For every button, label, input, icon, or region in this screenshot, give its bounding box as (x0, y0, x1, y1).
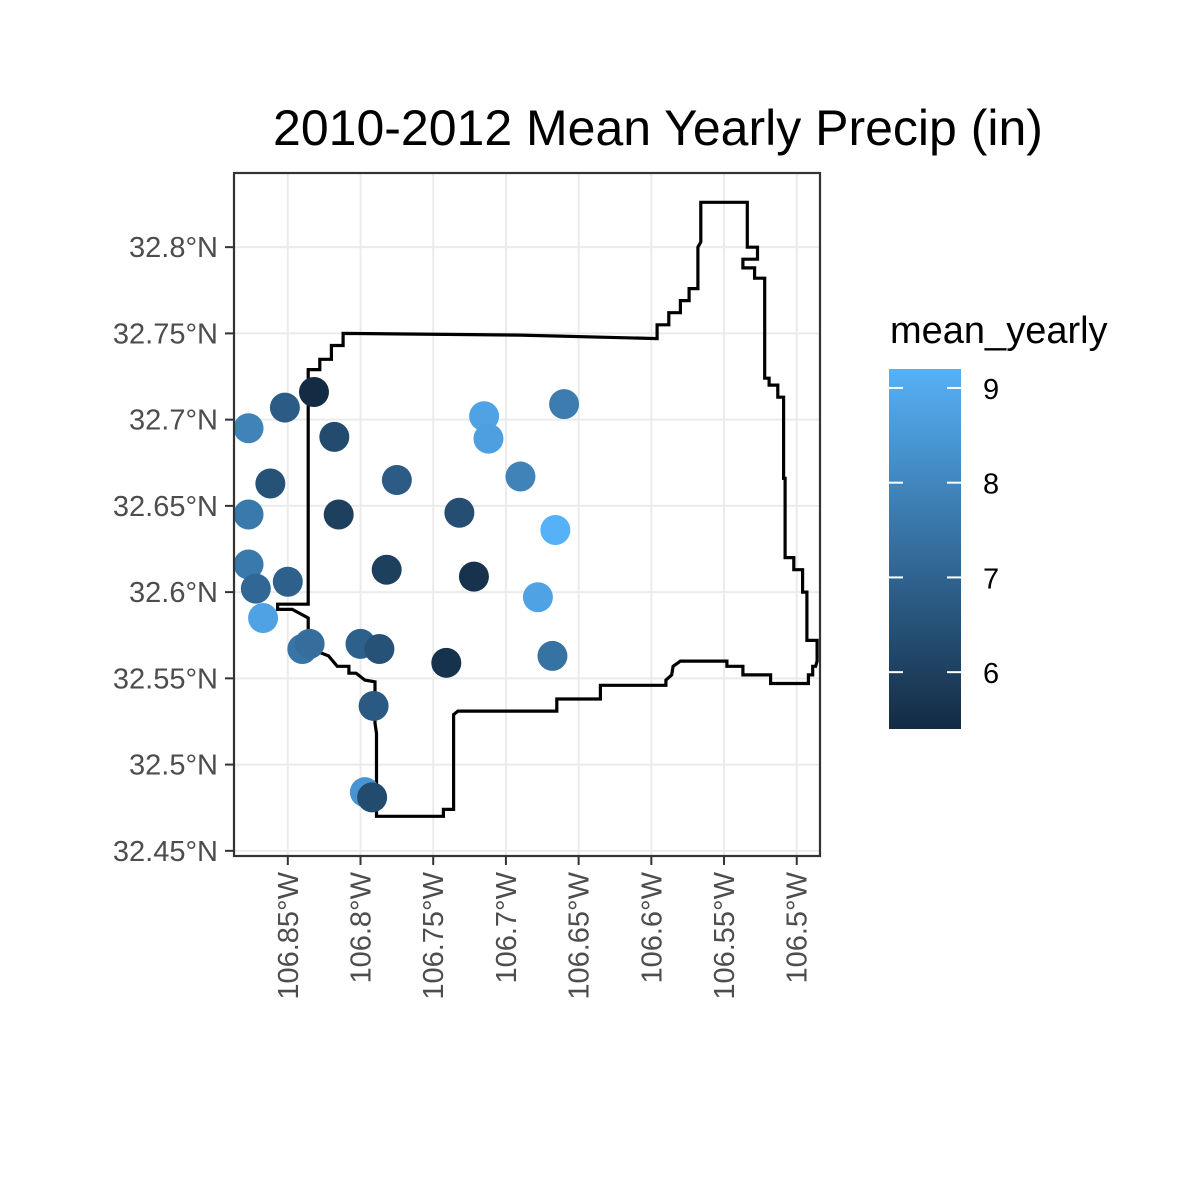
x-axis: 106.85°W 106.8°W 106.75°W 106.7°W 106.65°W 10… (273, 856, 814, 1000)
station-point (294, 628, 325, 659)
legend-title: mean_yearly (890, 310, 1108, 352)
station-point (255, 468, 286, 499)
station-points (233, 377, 580, 813)
station-point (458, 561, 489, 592)
station-point (240, 573, 271, 604)
legend-ticks: 6 7 8 9 (889, 374, 999, 690)
station-point (469, 401, 500, 432)
x-tick-label: 106.55°W (709, 871, 741, 999)
chart-title: 2010-2012 Mean Yearly Precip (in) (273, 100, 1043, 156)
station-point (358, 690, 389, 721)
x-tick-label: 106.6°W (636, 871, 668, 983)
station-point (233, 413, 264, 444)
station-point (371, 554, 402, 585)
station-point (233, 549, 264, 580)
legend-tick-label: 6 (983, 658, 999, 690)
station-point (357, 782, 388, 813)
x-tick-label: 106.65°W (564, 871, 596, 999)
station-point (233, 499, 264, 530)
x-tick-label: 106.5°W (782, 871, 814, 983)
station-point (522, 582, 553, 613)
legend-tick-label: 8 (983, 469, 999, 501)
legend-tick-label: 9 (983, 374, 999, 406)
station-point (549, 389, 580, 420)
station-point (431, 647, 462, 678)
plot-panel (232, 171, 822, 858)
station-point (540, 515, 571, 546)
station-point (298, 377, 329, 408)
station-point (248, 602, 279, 633)
station-point (269, 392, 300, 423)
x-tick-label: 106.85°W (273, 871, 305, 999)
station-point (473, 423, 504, 454)
grid-lines (234, 173, 820, 856)
y-tick-label: 32.65°N (113, 491, 218, 523)
y-tick-label: 32.45°N (113, 836, 218, 868)
station-point (505, 461, 536, 492)
y-tick-label: 32.8°N (129, 232, 218, 264)
station-point (444, 497, 475, 528)
station-point (381, 465, 412, 496)
legend-tick-label: 7 (983, 563, 999, 595)
x-tick-label: 106.8°W (346, 871, 378, 983)
x-tick-label: 106.75°W (418, 871, 450, 999)
station-point (319, 421, 350, 452)
y-tick-label: 32.75°N (113, 318, 218, 350)
x-tick-label: 106.7°W (491, 871, 523, 983)
color-legend: mean_yearly 6 7 8 9 (889, 310, 1108, 729)
y-tick-label: 32.6°N (129, 577, 218, 609)
station-point (272, 566, 303, 597)
y-axis: 32.45°N 32.5°N 32.55°N 32.6°N 32.65°N 32.7°N 3… (113, 232, 234, 868)
station-point (364, 634, 395, 665)
y-tick-label: 32.7°N (129, 405, 218, 437)
study-area-boundary (276, 200, 819, 818)
y-tick-label: 32.55°N (113, 663, 218, 695)
legend-colorbar (889, 369, 961, 729)
panel-border (232, 171, 822, 858)
station-point (323, 499, 354, 530)
y-tick-label: 32.5°N (129, 750, 218, 782)
panel-background (234, 173, 820, 856)
station-point (537, 640, 568, 671)
